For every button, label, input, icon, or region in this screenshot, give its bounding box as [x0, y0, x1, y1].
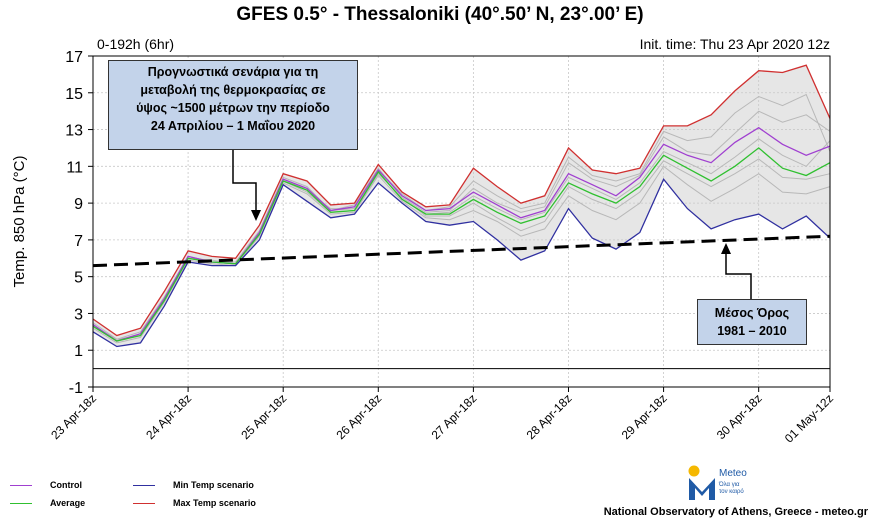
y-tick-label: 7 — [74, 233, 83, 250]
ensemble-member-line — [92, 93, 831, 342]
y-tick-label: 17 — [65, 49, 83, 66]
x-tick-label: 28 Apr-18z — [524, 391, 575, 442]
climate-pointer-line — [725, 252, 752, 299]
y-tick-label: 13 — [65, 123, 83, 140]
y-tick-label: 3 — [74, 306, 83, 323]
min-scenario-line — [92, 177, 831, 348]
legend-min-swatch — [133, 484, 155, 486]
legend-control: Control — [10, 480, 82, 490]
brand-name: Meteo — [719, 468, 747, 479]
init-time: Init. time: Thu 23 Apr 2020 12z — [639, 36, 830, 52]
x-tick-label: 26 Apr-18z — [333, 391, 384, 442]
chart-title: GFES 0.5° - Thessaloniki (40°.50’ N, 23°… — [236, 4, 644, 25]
x-tick-label: 23 Apr-18z — [48, 391, 99, 442]
legend-max-swatch — [133, 502, 155, 504]
y-tick-label: 9 — [74, 196, 83, 213]
legend-average: Average — [10, 498, 85, 508]
legend-min-label: Min Temp scenario — [173, 480, 254, 490]
legend-control-label: Control — [50, 480, 82, 490]
max-scenario-line — [92, 64, 831, 337]
x-tick-label: 30 Apr-18z — [714, 391, 765, 442]
x-tick-label: 27 Apr-18z — [429, 391, 480, 442]
forecast-annotation: Προγνωστικά σενάρια για τη μεταβολή της … — [108, 60, 358, 150]
sun-icon — [688, 465, 700, 477]
forecast-pointer-line — [232, 147, 257, 212]
logo-mark: Meteo Όλα για τον καιρό — [688, 465, 747, 500]
climate-annotation: Μέσος Όρος 1981 – 2010 — [697, 299, 807, 345]
meteo-logo: Meteo Όλα για τον καιρό — [683, 462, 783, 502]
legend-average-swatch — [10, 502, 32, 504]
ensemble-member-line — [92, 165, 831, 344]
y-tick-label: 5 — [74, 270, 83, 287]
y-axis-label: Temp. 850 hPa (°C) — [11, 156, 28, 288]
x-tick-label: 01 May-12z — [782, 391, 836, 445]
legend: Control Average Min Temp scenario Max Te… — [10, 474, 310, 514]
plot-frame — [92, 55, 831, 388]
forecast-pointer-arrowhead — [251, 210, 261, 221]
climatology-line — [92, 234, 831, 268]
ensemble-spread-band — [93, 65, 830, 347]
x-tick-label: 24 Apr-18z — [143, 391, 194, 442]
legend-control-swatch — [10, 484, 32, 486]
brand-tagline-1: Όλα για — [718, 482, 740, 488]
forecast-range: 0-192h (6hr) — [97, 36, 175, 52]
brand-tagline-2: τον καιρό — [719, 488, 744, 495]
y-tick-label: -1 — [69, 380, 83, 397]
climate-pointer-arrowhead — [721, 243, 731, 254]
legend-min: Min Temp scenario — [133, 480, 254, 490]
average-line — [92, 147, 831, 342]
legend-max: Max Temp scenario — [133, 498, 256, 508]
footer-credit: National Observatory of Athens, Greece -… — [603, 506, 868, 518]
y-tick-label: 15 — [65, 86, 83, 103]
y-tick-label: 11 — [66, 159, 83, 176]
legend-average-label: Average — [50, 498, 86, 508]
legend-max-label: Max Temp scenario — [173, 498, 256, 508]
meteo-m-icon — [689, 478, 715, 500]
x-tick-label: 29 Apr-18z — [619, 391, 670, 442]
y-tick-label: 1 — [74, 343, 83, 360]
x-tick-label: 25 Apr-18z — [238, 391, 289, 442]
